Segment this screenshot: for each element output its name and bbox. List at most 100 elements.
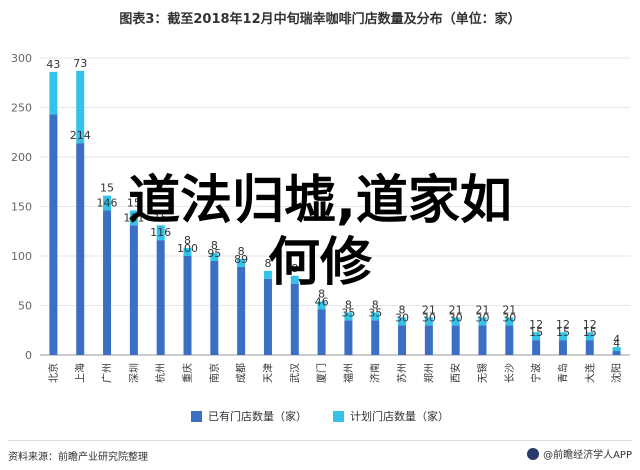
x-tick-label: 武汉 [288, 363, 301, 383]
x-tick-label: 重庆 [181, 363, 194, 383]
bar-open [398, 325, 407, 355]
data-label-open: 30 [395, 311, 409, 324]
bar-plan [210, 253, 219, 261]
bar-open [532, 340, 541, 355]
bar-plan [532, 332, 541, 341]
bar-plan [585, 332, 594, 341]
data-label-plan: 8 [211, 239, 218, 252]
legend-item-open: 已有门店数量（家） [191, 408, 307, 424]
x-tick-label: 长沙 [504, 363, 516, 383]
y-tick-label: 200 [11, 151, 32, 164]
data-label-open: 100 [177, 242, 198, 255]
bar-open [129, 225, 138, 355]
bar-open [237, 266, 246, 355]
y-tick-label: 100 [11, 250, 32, 263]
brand-label: @前瞻经济学人APP [543, 450, 632, 461]
bar-plan [263, 270, 272, 279]
x-tick-label: 杭州 [154, 363, 167, 383]
data-label-plan: 8 [264, 257, 271, 270]
x-tick-label: 福州 [342, 363, 355, 383]
data-label-plan: 15 [154, 211, 168, 224]
x-tick-label: 广州 [102, 363, 114, 383]
data-label-open: 4 [613, 337, 620, 350]
x-tick-label: 深圳 [128, 363, 140, 383]
bar-plan [237, 258, 246, 267]
y-tick-label: 150 [11, 201, 32, 214]
data-label-plan: 15 [100, 182, 114, 195]
x-tick-label: 沈阳 [610, 363, 623, 383]
footer-divider [8, 440, 632, 441]
legend-item-plan: 计划门店数量（家） [333, 408, 449, 424]
bar-plan [505, 317, 514, 326]
data-label-plan: 8 [291, 262, 298, 275]
data-label-plan: 8 [238, 245, 245, 258]
data-label-plan: 73 [73, 57, 87, 70]
bar-plan [612, 347, 621, 352]
data-label-plan: 8 [318, 288, 325, 301]
data-label-open: 131 [123, 211, 144, 224]
bar-open [424, 325, 433, 355]
data-label-open: 46 [315, 295, 329, 308]
data-label-open: 146 [97, 196, 118, 209]
bar-open [478, 325, 487, 355]
bar-open [290, 283, 299, 355]
data-label-open: 89 [234, 253, 248, 266]
bar-open [103, 210, 112, 355]
bar-open [210, 260, 219, 355]
x-tick-label: 无锡 [476, 363, 489, 383]
data-label-plan: 8 [372, 298, 379, 311]
x-tick-label: 大连 [583, 363, 596, 383]
data-label-open: 35 [341, 306, 355, 319]
data-label-plan: 8 [399, 303, 406, 316]
data-label-open: 30 [476, 311, 490, 324]
source-note: 资料来源：前瞻产业研究院整理 [8, 452, 148, 463]
brand-mark: @前瞻经济学人APP [527, 446, 632, 461]
bar-open [585, 340, 594, 355]
bar-open [49, 114, 58, 356]
bar-plan [371, 312, 380, 321]
x-tick-label: 青岛 [556, 363, 569, 383]
x-tick-label: 上海 [74, 363, 87, 383]
bar-plan [424, 317, 433, 326]
data-label-open: 116 [150, 226, 171, 239]
data-label-open: 15 [583, 326, 597, 339]
bar-plan [156, 225, 165, 241]
bar-open [558, 340, 567, 355]
legend-swatch-open [191, 410, 202, 422]
bar-plan [290, 275, 299, 284]
bar-plan [129, 210, 138, 226]
legend-label-plan: 计划门店数量（家） [350, 410, 449, 423]
data-label-open: 30 [449, 311, 463, 324]
brand-logo-icon [527, 447, 540, 460]
bar-open [76, 143, 85, 355]
bar-plan [49, 71, 58, 115]
bar-open [183, 256, 192, 355]
chart-title: 图表3：截至2018年12月中旬瑞幸咖啡门店数量及分布（单位：家） [119, 12, 521, 27]
bar-open [156, 240, 165, 355]
bar-open [317, 309, 326, 355]
x-tick-label: 西安 [449, 363, 462, 383]
bar-open [451, 325, 460, 355]
bar-plan [76, 70, 85, 144]
data-label-plan: 12 [583, 318, 597, 331]
x-tick-label: 郑州 [422, 363, 435, 383]
data-label-plan: 4 [613, 333, 620, 346]
bar-plan [478, 317, 487, 326]
bar-plan [103, 195, 112, 211]
bar-open [371, 320, 380, 355]
data-label-open: 30 [502, 311, 516, 324]
data-label-open: 30 [422, 311, 436, 324]
data-label-plan: 21 [422, 303, 436, 316]
bar-plan [183, 248, 192, 256]
data-label-open: 35 [368, 306, 382, 319]
y-tick-label: 0 [25, 349, 32, 362]
data-label-plan: 12 [556, 318, 570, 331]
x-tick-label: 天津 [262, 363, 274, 383]
data-label-plan: 8 [345, 298, 352, 311]
y-tick-label: 250 [11, 102, 32, 115]
bar-open [344, 320, 353, 355]
bar-open [612, 351, 621, 355]
x-tick-label: 成都 [236, 363, 248, 383]
legend-swatch-plan [333, 410, 344, 422]
